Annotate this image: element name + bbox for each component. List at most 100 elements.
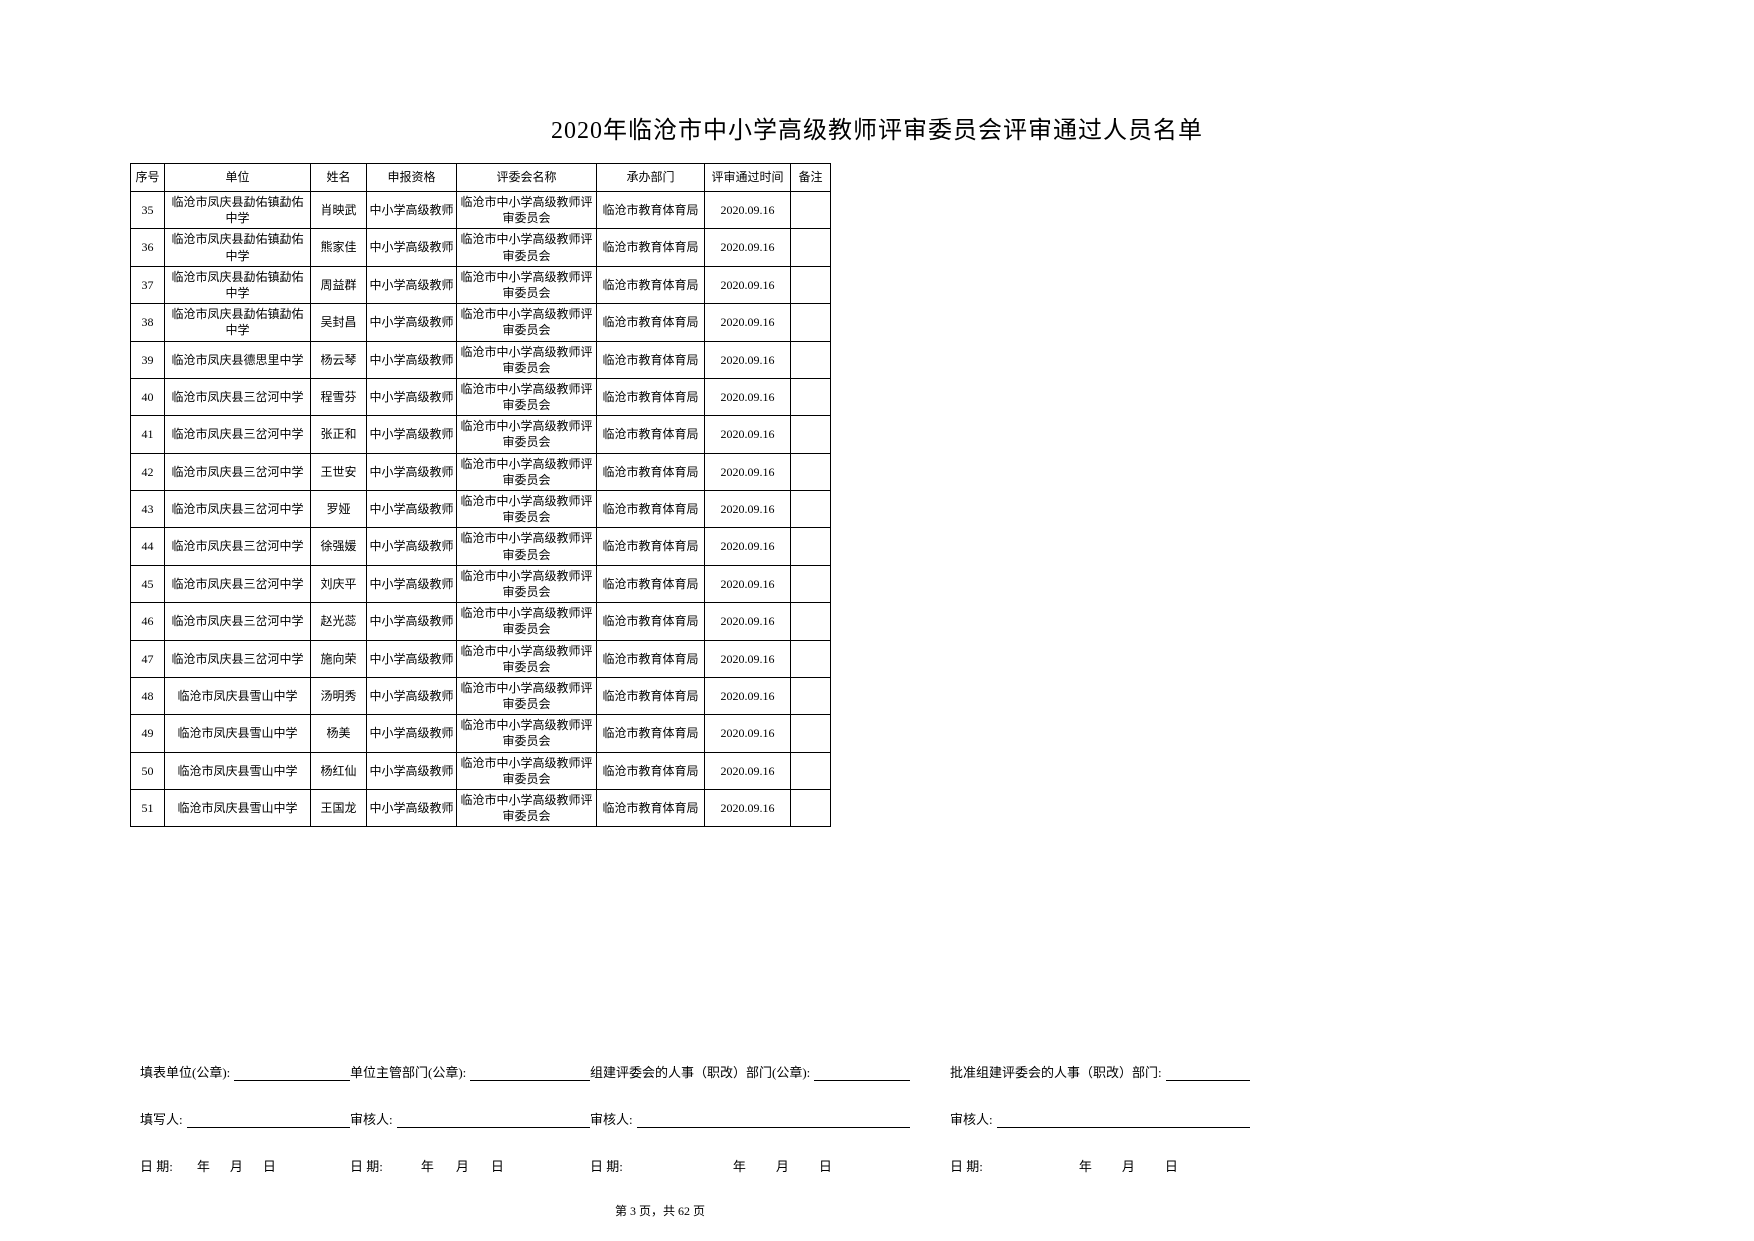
col-seq: 序号 bbox=[131, 164, 165, 192]
cell-seq: 35 bbox=[131, 192, 165, 229]
cell-seq: 37 bbox=[131, 266, 165, 303]
cell-unit: 临沧市凤庆县雪山中学 bbox=[165, 715, 311, 752]
blank-line bbox=[814, 1067, 910, 1081]
table-row: 35临沧市凤庆县勐佑镇勐佑中学肖映武中小学高级教师临沧市中小学高级教师评审委员会… bbox=[131, 192, 831, 229]
cell-dept: 临沧市教育体育局 bbox=[597, 790, 705, 827]
cell-dept: 临沧市教育体育局 bbox=[597, 304, 705, 341]
date-block-1: 日 期: 年 月 日 bbox=[140, 1156, 350, 1175]
cell-comm: 临沧市中小学高级教师评审委员会 bbox=[457, 603, 597, 640]
cell-comm: 临沧市中小学高级教师评审委员会 bbox=[457, 378, 597, 415]
cell-note bbox=[791, 640, 831, 677]
cell-dept: 临沧市教育体育局 bbox=[597, 229, 705, 266]
col-name: 姓名 bbox=[311, 164, 367, 192]
cell-qual: 中小学高级教师 bbox=[367, 304, 457, 341]
col-comm: 评委会名称 bbox=[457, 164, 597, 192]
cell-seq: 44 bbox=[131, 528, 165, 565]
year-label: 年 bbox=[197, 1156, 210, 1175]
cell-unit: 临沧市凤庆县勐佑镇勐佑中学 bbox=[165, 229, 311, 266]
cell-note bbox=[791, 266, 831, 303]
cell-time: 2020.09.16 bbox=[705, 304, 791, 341]
cell-unit: 临沧市凤庆县三岔河中学 bbox=[165, 491, 311, 528]
cell-qual: 中小学高级教师 bbox=[367, 603, 457, 640]
blank-line bbox=[397, 1114, 590, 1128]
cell-comm: 临沧市中小学高级教师评审委员会 bbox=[457, 453, 597, 490]
cell-unit: 临沧市凤庆县三岔河中学 bbox=[165, 640, 311, 677]
cell-qual: 中小学高级教师 bbox=[367, 192, 457, 229]
cell-time: 2020.09.16 bbox=[705, 528, 791, 565]
col-qual: 申报资格 bbox=[367, 164, 457, 192]
cell-comm: 临沧市中小学高级教师评审委员会 bbox=[457, 416, 597, 453]
cell-time: 2020.09.16 bbox=[705, 341, 791, 378]
footer: 填表单位(公章): 单位主管部门(公章): 组建评委会的人事（职改）部门(公章)… bbox=[0, 1062, 1754, 1175]
cell-name: 肖映武 bbox=[311, 192, 367, 229]
cell-seq: 36 bbox=[131, 229, 165, 266]
day-label: 日 bbox=[491, 1156, 504, 1175]
cell-name: 程雪芬 bbox=[311, 378, 367, 415]
cell-qual: 中小学高级教师 bbox=[367, 752, 457, 789]
cell-comm: 临沧市中小学高级教师评审委员会 bbox=[457, 790, 597, 827]
cell-qual: 中小学高级教师 bbox=[367, 266, 457, 303]
reviewer-block-1: 审核人: bbox=[350, 1109, 590, 1128]
day-label: 日 bbox=[819, 1156, 832, 1175]
table-row: 50临沧市凤庆县雪山中学杨红仙中小学高级教师临沧市中小学高级教师评审委员会临沧市… bbox=[131, 752, 831, 789]
table-row: 45临沧市凤庆县三岔河中学刘庆平中小学高级教师临沧市中小学高级教师评审委员会临沧… bbox=[131, 565, 831, 602]
cell-note bbox=[791, 378, 831, 415]
cell-name: 吴封昌 bbox=[311, 304, 367, 341]
reviewer-block-2: 审核人: bbox=[590, 1109, 910, 1128]
cell-time: 2020.09.16 bbox=[705, 715, 791, 752]
cell-seq: 38 bbox=[131, 304, 165, 341]
cell-name: 王世安 bbox=[311, 453, 367, 490]
cell-dept: 临沧市教育体育局 bbox=[597, 528, 705, 565]
year-label: 年 bbox=[733, 1156, 746, 1175]
cell-comm: 临沧市中小学高级教师评审委员会 bbox=[457, 565, 597, 602]
table-row: 44临沧市凤庆县三岔河中学徐强媛中小学高级教师临沧市中小学高级教师评审委员会临沧… bbox=[131, 528, 831, 565]
supervisor-label: 单位主管部门(公章): bbox=[350, 1062, 466, 1081]
cell-time: 2020.09.16 bbox=[705, 229, 791, 266]
cell-dept: 临沧市教育体育局 bbox=[597, 640, 705, 677]
cell-unit: 临沧市凤庆县勐佑镇勐佑中学 bbox=[165, 304, 311, 341]
cell-note bbox=[791, 603, 831, 640]
cell-time: 2020.09.16 bbox=[705, 565, 791, 602]
cell-qual: 中小学高级教师 bbox=[367, 715, 457, 752]
table-row: 37临沧市凤庆县勐佑镇勐佑中学周益群中小学高级教师临沧市中小学高级教师评审委员会… bbox=[131, 266, 831, 303]
cell-dept: 临沧市教育体育局 bbox=[597, 491, 705, 528]
table-row: 38临沧市凤庆县勐佑镇勐佑中学吴封昌中小学高级教师临沧市中小学高级教师评审委员会… bbox=[131, 304, 831, 341]
cell-name: 杨云琴 bbox=[311, 341, 367, 378]
cell-qual: 中小学高级教师 bbox=[367, 378, 457, 415]
reviewer-label: 审核人: bbox=[950, 1109, 993, 1128]
cell-unit: 临沧市凤庆县雪山中学 bbox=[165, 790, 311, 827]
cell-time: 2020.09.16 bbox=[705, 266, 791, 303]
cell-qual: 中小学高级教师 bbox=[367, 790, 457, 827]
blank-line bbox=[997, 1114, 1250, 1128]
cell-comm: 临沧市中小学高级教师评审委员会 bbox=[457, 304, 597, 341]
cell-note bbox=[791, 715, 831, 752]
cell-comm: 临沧市中小学高级教师评审委员会 bbox=[457, 528, 597, 565]
cell-seq: 48 bbox=[131, 677, 165, 714]
table-row: 42临沧市凤庆县三岔河中学王世安中小学高级教师临沧市中小学高级教师评审委员会临沧… bbox=[131, 453, 831, 490]
cell-dept: 临沧市教育体育局 bbox=[597, 341, 705, 378]
cell-note bbox=[791, 790, 831, 827]
cell-unit: 临沧市凤庆县德思里中学 bbox=[165, 341, 311, 378]
day-label: 日 bbox=[263, 1156, 276, 1175]
cell-dept: 临沧市教育体育局 bbox=[597, 378, 705, 415]
cell-time: 2020.09.16 bbox=[705, 453, 791, 490]
cell-time: 2020.09.16 bbox=[705, 603, 791, 640]
cell-note bbox=[791, 528, 831, 565]
page-title: 2020年临沧市中小学高级教师评审委员会评审通过人员名单 bbox=[130, 110, 1624, 145]
cell-name: 杨美 bbox=[311, 715, 367, 752]
cell-qual: 中小学高级教师 bbox=[367, 416, 457, 453]
cell-note bbox=[791, 677, 831, 714]
cell-seq: 43 bbox=[131, 491, 165, 528]
table-row: 49临沧市凤庆县雪山中学杨美中小学高级教师临沧市中小学高级教师评审委员会临沧市教… bbox=[131, 715, 831, 752]
cell-seq: 41 bbox=[131, 416, 165, 453]
cell-qual: 中小学高级教师 bbox=[367, 229, 457, 266]
cell-note bbox=[791, 229, 831, 266]
cell-name: 徐强媛 bbox=[311, 528, 367, 565]
date-block-2: 日 期: 年 月 日 bbox=[350, 1156, 590, 1175]
cell-comm: 临沧市中小学高级教师评审委员会 bbox=[457, 677, 597, 714]
cell-unit: 临沧市凤庆县三岔河中学 bbox=[165, 453, 311, 490]
cell-name: 周益群 bbox=[311, 266, 367, 303]
cell-note bbox=[791, 192, 831, 229]
blank-line bbox=[637, 1114, 910, 1128]
table-row: 46临沧市凤庆县三岔河中学赵光蕊中小学高级教师临沧市中小学高级教师评审委员会临沧… bbox=[131, 603, 831, 640]
